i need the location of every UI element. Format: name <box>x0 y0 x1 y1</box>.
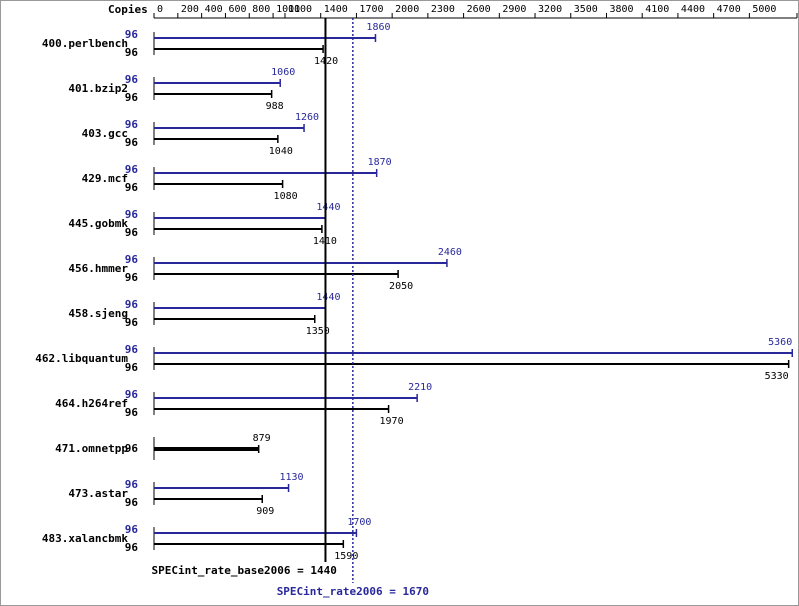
category-label: 462.libquantum <box>35 352 128 365</box>
x-tick-label: 1000 <box>276 4 300 15</box>
value-label: 5330 <box>765 371 789 382</box>
copies-label: 96 <box>125 181 139 194</box>
value-label: 1060 <box>271 67 295 78</box>
x-tick-label: 4700 <box>717 4 741 15</box>
copies-label: 96 <box>125 343 139 356</box>
value-label: 5360 <box>768 337 792 348</box>
value-label: 1130 <box>280 472 304 483</box>
value-label: 1590 <box>334 551 358 562</box>
copies-label: 96 <box>125 208 139 221</box>
value-label: 1870 <box>368 157 392 168</box>
reference-label: SPECint_rate2006 = 1670 <box>277 585 429 598</box>
x-tick-label: 3500 <box>574 4 598 15</box>
copies-label: 96 <box>125 541 139 554</box>
value-label: 909 <box>256 506 274 517</box>
value-label: 1440 <box>316 202 340 213</box>
copies-label: 96 <box>125 388 139 401</box>
category-label: 429.mcf <box>82 172 128 185</box>
x-tick-label: 1400 <box>324 4 348 15</box>
category-label: 456.hmmer <box>68 262 128 275</box>
copies-label: 96 <box>125 73 139 86</box>
value-label: 1260 <box>295 112 319 123</box>
x-tick-label: 2600 <box>467 4 491 15</box>
value-label: 1440 <box>316 292 340 303</box>
copies-label: 96 <box>125 253 139 266</box>
x-tick-label: 3200 <box>538 4 562 15</box>
category-label: 401.bzip2 <box>68 82 128 95</box>
copies-label: 96 <box>125 523 139 536</box>
x-tick-label: 3800 <box>609 4 633 15</box>
value-label: 2210 <box>408 382 432 393</box>
value-label: 988 <box>266 101 284 112</box>
copies-label: 96 <box>125 316 139 329</box>
x-tick-label: 600 <box>228 4 246 15</box>
copies-label: 96 <box>125 442 139 455</box>
copies-label: 96 <box>125 28 139 41</box>
reference-label: SPECint_rate_base2006 = 1440 <box>151 564 336 577</box>
x-tick-label: 400 <box>205 4 223 15</box>
copies-label: 96 <box>125 361 139 374</box>
value-label: 2050 <box>389 281 413 292</box>
value-label: 1350 <box>306 326 330 337</box>
copies-label: 96 <box>125 406 139 419</box>
x-tick-label: 4100 <box>645 4 669 15</box>
category-label: 483.xalancbmk <box>42 532 128 545</box>
x-tick-label: 200 <box>181 4 199 15</box>
x-tick-label: 5000 <box>752 4 776 15</box>
value-label: 879 <box>253 433 271 444</box>
value-label: 1970 <box>380 416 404 427</box>
copies-label: 96 <box>125 226 139 239</box>
axis-title: Copies <box>108 3 148 16</box>
copies-label: 96 <box>125 91 139 104</box>
copies-label: 96 <box>125 46 139 59</box>
category-label: 471.omnetpp <box>55 442 128 455</box>
value-label: 1040 <box>269 146 293 157</box>
x-tick-label: 4400 <box>681 4 705 15</box>
x-tick-label: 800 <box>252 4 270 15</box>
category-label: 458.sjeng <box>68 307 128 320</box>
value-label: 1080 <box>274 191 298 202</box>
copies-label: 96 <box>125 478 139 491</box>
category-label: 400.perlbench <box>42 37 128 50</box>
copies-label: 96 <box>125 271 139 284</box>
copies-label: 96 <box>125 298 139 311</box>
x-tick-label: 0 <box>157 4 163 15</box>
value-label: 1860 <box>366 22 390 33</box>
value-label: 1700 <box>347 517 371 528</box>
copies-label: 96 <box>125 136 139 149</box>
x-tick-label: 2900 <box>502 4 526 15</box>
x-tick-label: 2300 <box>431 4 455 15</box>
copies-label: 96 <box>125 163 139 176</box>
copies-label: 96 <box>125 118 139 131</box>
value-label: 2460 <box>438 247 462 258</box>
category-label: 464.h264ref <box>55 397 128 410</box>
x-tick-label: 1700 <box>359 4 383 15</box>
category-label: 403.gcc <box>82 127 128 140</box>
copies-label: 96 <box>125 496 139 509</box>
category-label: 445.gobmk <box>68 217 128 230</box>
x-tick-label: 2000 <box>395 4 419 15</box>
x-tick-label: 1100 <box>288 4 312 15</box>
category-label: 473.astar <box>68 487 128 500</box>
